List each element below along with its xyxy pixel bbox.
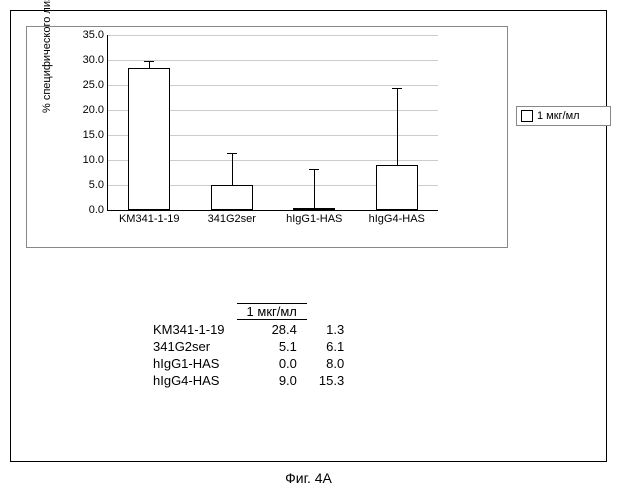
row-name: 341G2ser (143, 339, 235, 354)
figure-frame: % специфического лизиса 0.05.010.015.020… (10, 10, 607, 462)
row-value-1: 0.0 (237, 356, 307, 371)
table-row: KM341-1-1928.41.3 (143, 322, 354, 337)
error-cap (309, 169, 319, 170)
bar (376, 165, 418, 210)
error-bar (149, 62, 150, 69)
ytick-label: 10.0 (83, 154, 104, 166)
xtick-label: 341G2ser (192, 213, 272, 225)
row-value-2: 15.3 (309, 373, 354, 388)
ytick-label: 0.0 (89, 204, 104, 216)
legend-swatch (521, 110, 533, 122)
plot-area: 0.05.010.015.020.025.030.035.0KM341-1-19… (107, 35, 438, 211)
xtick-label: hIgG1-HAS (274, 213, 354, 225)
table-row: hIgG1-HAS0.08.0 (143, 356, 354, 371)
ytick-label: 30.0 (83, 54, 104, 66)
ytick-label: 35.0 (83, 29, 104, 41)
error-bar (314, 170, 315, 210)
figure-caption: Фиг. 4A (10, 470, 607, 486)
ytick-label: 5.0 (89, 179, 104, 191)
row-value-2: 6.1 (309, 339, 354, 354)
table-row: 341G2ser5.16.1 (143, 339, 354, 354)
bar (211, 185, 253, 211)
error-cap (227, 153, 237, 154)
error-cap (392, 88, 402, 89)
table-row: hIgG4-HAS9.015.3 (143, 373, 354, 388)
legend: 1 мкг/мл (516, 106, 611, 126)
row-value-1: 5.1 (237, 339, 307, 354)
bar (128, 68, 170, 210)
table-header: 1 мкг/мл (237, 303, 307, 320)
xtick-label: KM341-1-19 (109, 213, 189, 225)
row-name: hIgG4-HAS (143, 373, 235, 388)
gridline (108, 35, 438, 36)
ytick-label: 25.0 (83, 79, 104, 91)
error-cap (144, 61, 154, 62)
row-value-1: 28.4 (237, 322, 307, 337)
row-value-2: 8.0 (309, 356, 354, 371)
legend-label: 1 мкг/мл (537, 110, 580, 122)
row-name: hIgG1-HAS (143, 356, 235, 371)
data-table: 1 мкг/мл KM341-1-1928.41.3 341G2ser5.16.1… (141, 301, 356, 390)
error-bar (232, 154, 233, 185)
row-value-2: 1.3 (309, 322, 354, 337)
chart-area: % специфического лизиса 0.05.010.015.020… (26, 26, 508, 248)
xtick-label: hIgG4-HAS (357, 213, 437, 225)
y-axis-label: % специфического лизиса (41, 0, 53, 113)
row-value-1: 9.0 (237, 373, 307, 388)
error-bar (397, 89, 398, 166)
ytick-label: 20.0 (83, 104, 104, 116)
gridline (108, 60, 438, 61)
ytick-label: 15.0 (83, 129, 104, 141)
row-name: KM341-1-19 (143, 322, 235, 337)
